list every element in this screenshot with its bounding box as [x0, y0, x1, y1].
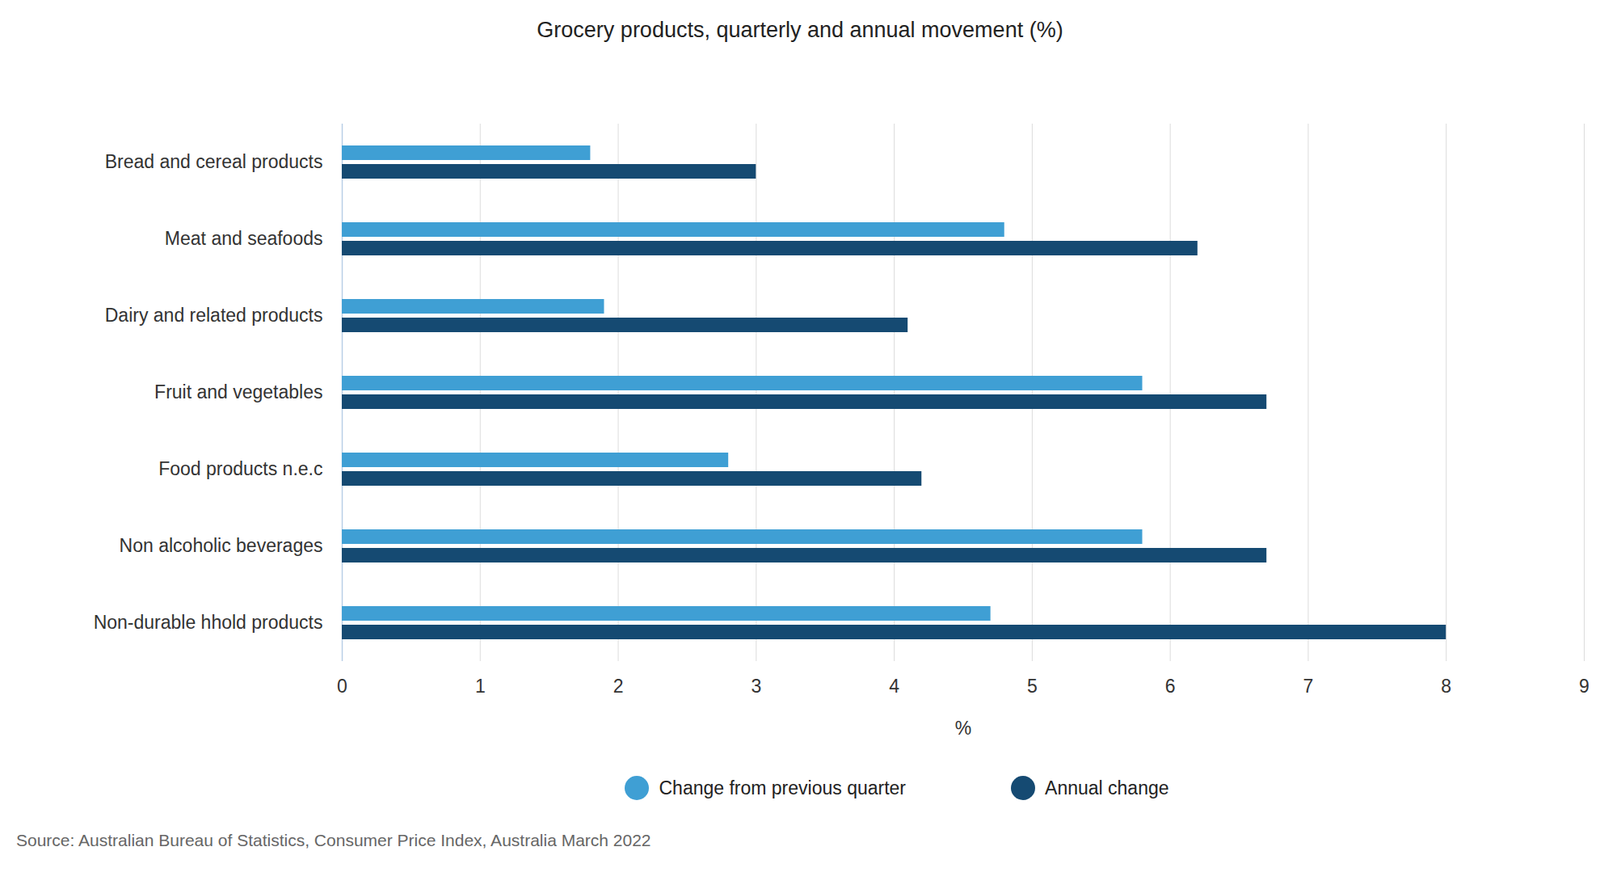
svg-text:7: 7 [1303, 675, 1314, 697]
svg-text:2: 2 [613, 675, 624, 697]
svg-text:Fruit and vegetables: Fruit and vegetables [154, 381, 323, 403]
svg-text:Meat and seafoods: Meat and seafoods [164, 227, 324, 249]
svg-text:Food products n.e.c: Food products n.e.c [158, 458, 323, 480]
svg-text:5: 5 [1027, 675, 1038, 697]
svg-text:8: 8 [1440, 675, 1452, 697]
html-text:Grocery products, quarterly an: Grocery products, quarterly and annual m… [536, 17, 1064, 43]
svg-text:6: 6 [1165, 675, 1176, 697]
svg-text:0: 0 [336, 675, 348, 697]
html-text:Change from previous quarter: Change from previous quarter [658, 776, 906, 798]
svg-text:3: 3 [750, 675, 762, 697]
html-text:Source: Australian Bureau of S: Source: Australian Bureau of Statistics,… [16, 830, 651, 850]
svg-text:4: 4 [888, 675, 900, 697]
html-text:Annual change: Annual change [1044, 776, 1169, 798]
svg-text:Bread and cereal products: Bread and cereal products [105, 151, 324, 173]
svg-text:Dairy and related products: Dairy and related products [105, 304, 324, 326]
svg-text:Non-durable hhold products: Non-durable hhold products [93, 611, 324, 633]
svg-text:1: 1 [475, 675, 486, 697]
svg-text:Non alcoholic beverages: Non alcoholic beverages [119, 534, 324, 556]
svg-text:9: 9 [1578, 675, 1590, 697]
svg-text:%: % [955, 717, 972, 739]
